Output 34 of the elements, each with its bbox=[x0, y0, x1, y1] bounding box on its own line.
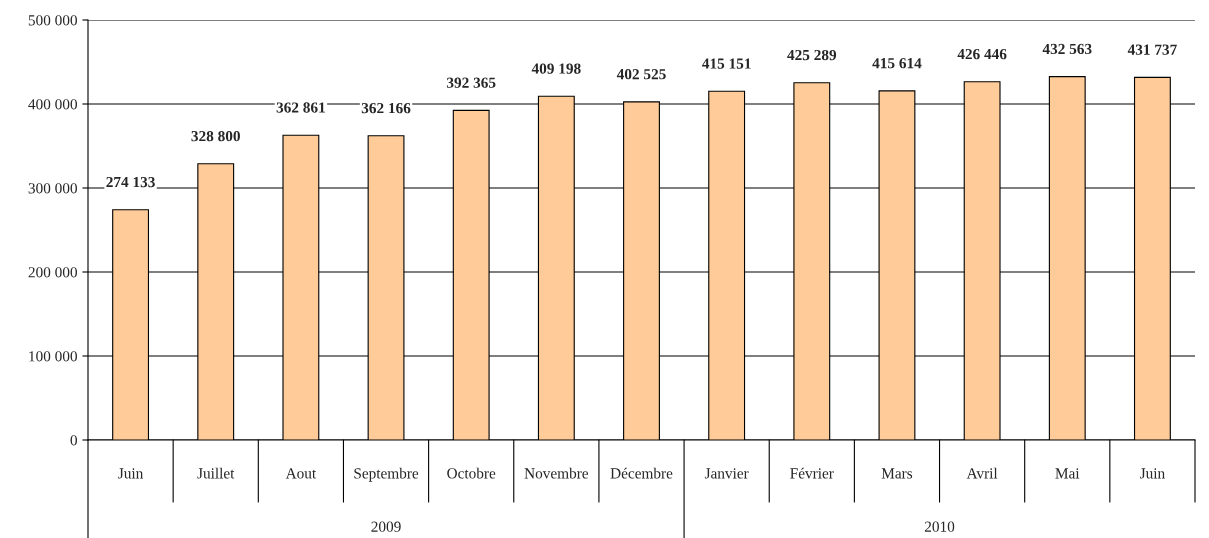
x-tick-label: Aout bbox=[285, 468, 317, 479]
data-label: 425 289 bbox=[787, 49, 837, 61]
y-tick-label: 400 000 bbox=[28, 99, 77, 110]
x-tick-label: Juin bbox=[1140, 468, 1165, 479]
y-tick-label: 500 000 bbox=[28, 15, 77, 26]
data-label: 415 151 bbox=[702, 58, 751, 69]
text: 2010 bbox=[924, 521, 955, 532]
data-label: 432 563 bbox=[1042, 43, 1092, 55]
data-label: 431 737 bbox=[1127, 44, 1177, 55]
y-tick-label: 300 000 bbox=[28, 183, 77, 194]
x-tick-label: Février bbox=[790, 467, 834, 479]
x-tick-label: Mars bbox=[881, 468, 913, 479]
x-tick-label: Juin bbox=[118, 468, 144, 479]
x-tick-label: Avril bbox=[966, 467, 998, 479]
data-label: 409 198 bbox=[531, 63, 581, 74]
y-tick-label: 200 000 bbox=[28, 267, 77, 278]
data-label: 362 166 bbox=[361, 102, 411, 114]
data-label: 426 446 bbox=[957, 48, 1007, 60]
text: 2009 bbox=[371, 521, 401, 532]
data-label: 362 861 bbox=[276, 102, 325, 113]
x-tick-label: Mai bbox=[1055, 468, 1080, 479]
x-tick-label: Décembre bbox=[610, 467, 673, 479]
data-label: 328 800 bbox=[191, 130, 240, 142]
x-tick-label: Octobre bbox=[447, 467, 496, 479]
x-tick-label: Septembre bbox=[354, 467, 419, 482]
data-label: 415 614 bbox=[872, 58, 922, 69]
x-tick-label: Juillet bbox=[197, 467, 235, 479]
data-label: 392 365 bbox=[446, 77, 496, 88]
x-tick-label: Novembre bbox=[524, 467, 589, 479]
data-label: 274 133 bbox=[106, 176, 155, 188]
x-tick-label: Janvier bbox=[704, 468, 749, 479]
data-label: 402 525 bbox=[616, 69, 666, 80]
y-tick-label: 100 000 bbox=[29, 351, 77, 362]
y-tick-label: 0 bbox=[70, 435, 77, 446]
